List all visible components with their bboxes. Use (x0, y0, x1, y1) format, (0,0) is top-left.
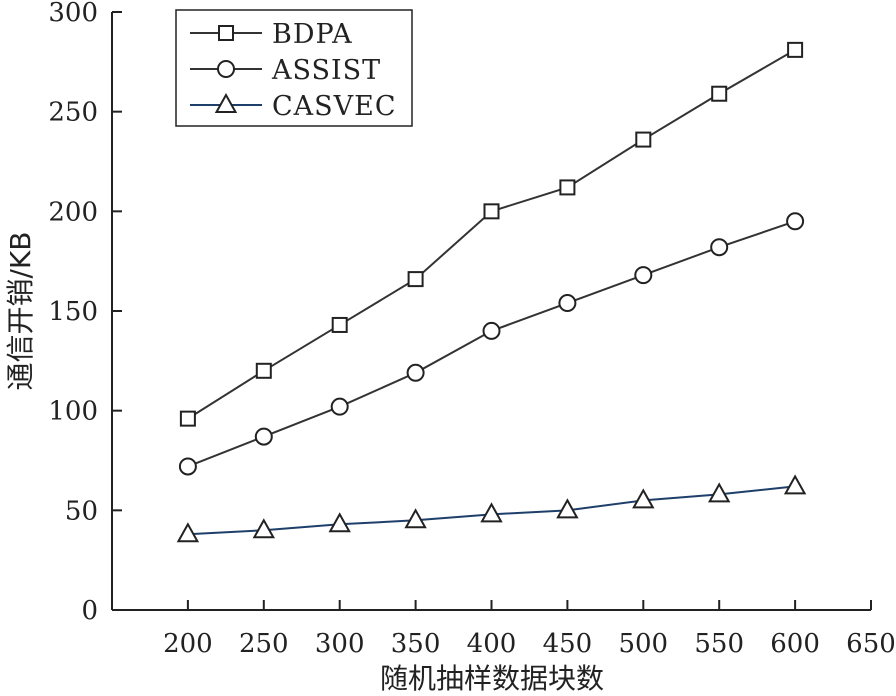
data-point-casvec (404, 508, 427, 529)
y-ticks: 0 50 100 150 200 250 300 (48, 0, 122, 626)
data-point-casvec (252, 518, 276, 539)
x-tick-label: 400 (467, 629, 517, 659)
data-point-bdpa (255, 362, 272, 379)
data-point-assist (634, 266, 653, 285)
data-point-bdpa (711, 85, 728, 102)
y-tick-label: 50 (65, 496, 98, 526)
x-tick-label: 650 (846, 629, 896, 659)
data-point-casvec (556, 498, 579, 519)
series-assist (178, 212, 805, 476)
x-tick-label: 450 (543, 629, 593, 659)
legend: BDPA ASSIST CASVEC (175, 9, 413, 127)
data-point-bdpa (179, 410, 196, 427)
x-tick-label: 200 (163, 629, 213, 659)
data-point-assist (178, 457, 197, 476)
y-tick-label: 150 (48, 297, 98, 327)
y-tick-label: 300 (48, 0, 98, 28)
y-tick-label: 0 (81, 596, 98, 626)
legend-label: BDPA (272, 19, 353, 50)
x-axis-title: 随机抽样数据块数 (380, 662, 604, 695)
y-tick-label: 250 (48, 98, 98, 128)
series-layer (176, 41, 807, 543)
data-point-assist (254, 427, 273, 446)
x-tick-label: 500 (618, 629, 668, 659)
legend-item-assist: ASSIST (190, 55, 381, 86)
x-ticks: 200 250 300 350 400 450 500 550 600 650 (163, 600, 896, 659)
data-point-assist (710, 238, 729, 257)
legend-label: CASVEC (272, 91, 397, 122)
legend-item-casvec: CASVEC (190, 91, 397, 122)
x-tick-label: 350 (391, 629, 441, 659)
data-point-casvec (328, 512, 351, 533)
data-point-bdpa (331, 316, 348, 333)
data-point-assist (406, 363, 425, 382)
series-casvec (176, 474, 807, 543)
y-tick-label: 100 (48, 397, 98, 427)
data-point-bdpa (635, 131, 652, 148)
y-tick-label: 200 (48, 197, 98, 227)
data-point-assist (786, 212, 805, 231)
y-axis-title: 通信开销/KB (4, 231, 37, 390)
legend-item-bdpa: BDPA (190, 19, 353, 50)
data-point-casvec (707, 482, 731, 503)
data-point-assist (482, 321, 501, 340)
x-tick-label: 600 (770, 629, 820, 659)
data-point-casvec (176, 522, 200, 543)
series-bdpa (179, 41, 804, 427)
series-line-assist (187, 220, 796, 468)
legend-marker (217, 60, 235, 78)
data-point-casvec (632, 488, 655, 509)
data-point-casvec (480, 502, 503, 523)
data-point-assist (330, 397, 349, 416)
data-point-casvec (783, 474, 807, 495)
legend-marker (214, 92, 238, 113)
data-point-bdpa (483, 203, 500, 220)
data-point-bdpa (559, 179, 576, 196)
x-tick-label: 250 (239, 629, 289, 659)
x-tick-label: 550 (694, 629, 744, 659)
data-point-assist (558, 294, 577, 313)
data-point-bdpa (787, 41, 804, 58)
data-point-bdpa (407, 271, 424, 288)
x-tick-label: 300 (315, 629, 365, 659)
legend-marker (218, 25, 234, 41)
legend-label: ASSIST (271, 55, 381, 86)
